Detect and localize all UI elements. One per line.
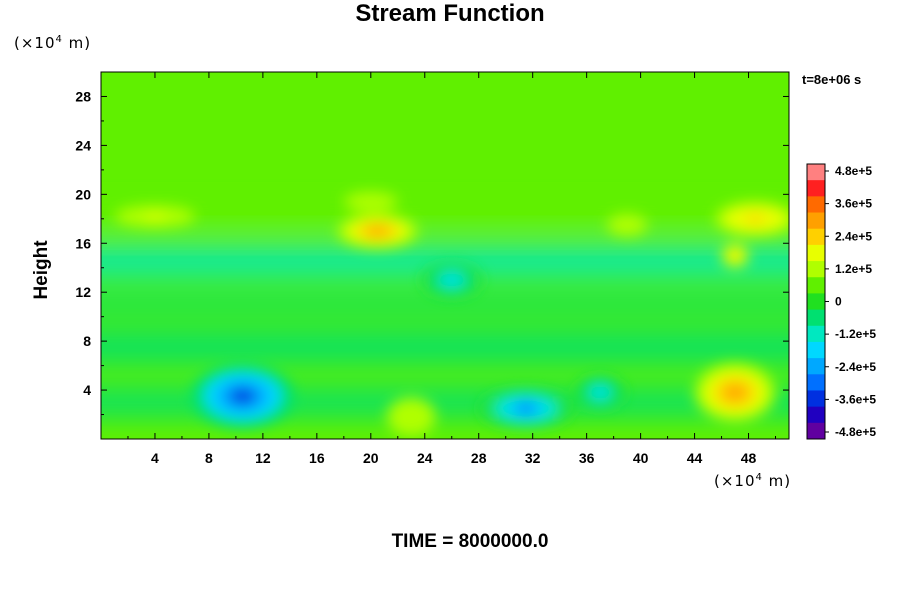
y-tick-label: 28 xyxy=(75,88,91,104)
colorbar-tick-label: -3.6e+5 xyxy=(835,392,876,406)
colorbar-swatch xyxy=(807,358,825,375)
time-readout: TIME = 8000000.0 xyxy=(391,531,549,552)
colorbar-swatch xyxy=(807,341,825,359)
colorbar-swatch xyxy=(807,309,825,327)
field-feature xyxy=(745,214,766,224)
y-tick-label: 4 xyxy=(83,382,91,398)
field-feature xyxy=(405,412,418,422)
x-tick-label: 32 xyxy=(525,450,541,466)
y-tick-label: 12 xyxy=(75,284,91,300)
colorbar-swatch xyxy=(807,261,825,278)
colorbar-swatch xyxy=(807,180,825,197)
y-tick-label: 20 xyxy=(75,186,91,202)
x-tick-label: 12 xyxy=(255,450,271,466)
colorbar-tick-label: -4.8e+5 xyxy=(835,425,876,439)
x-tick-label: 8 xyxy=(205,450,213,466)
x-tick-label: 44 xyxy=(687,450,703,466)
field-feature xyxy=(731,252,739,259)
colorbar-swatch xyxy=(807,390,825,408)
x-axis-unit: (×104 m) xyxy=(714,472,792,490)
field-band xyxy=(101,331,789,363)
colorbar-swatch xyxy=(807,293,825,311)
field-feature xyxy=(444,275,460,285)
field-feature xyxy=(622,222,633,228)
x-tick-label: 28 xyxy=(471,450,487,466)
x-tick-label: 40 xyxy=(633,450,649,466)
field-band xyxy=(101,295,789,314)
x-tick-label: 4 xyxy=(151,450,159,466)
colorbar-swatch xyxy=(807,406,825,424)
field-feature xyxy=(514,403,538,414)
colorbar-tick-label: 2.4e+5 xyxy=(835,229,872,243)
colorbar-swatch xyxy=(807,212,825,230)
colorbar-swatch xyxy=(807,422,825,440)
colorbar-tick-label: -2.4e+5 xyxy=(835,360,876,374)
colorbar-tick-label: 0 xyxy=(835,295,842,309)
colorbar-tick-label: 1.2e+5 xyxy=(835,262,872,276)
colorbar-swatch xyxy=(807,228,825,246)
field-layer xyxy=(101,72,789,439)
field-feature xyxy=(364,199,378,205)
x-tick-label: 24 xyxy=(417,450,433,466)
field-feature xyxy=(594,388,607,397)
colorbar-tick-label: 3.6e+5 xyxy=(835,197,872,211)
colorbar-swatch xyxy=(807,196,825,214)
chart-title: Stream Function xyxy=(355,0,545,27)
field-feature xyxy=(724,385,746,400)
colorbar-swatch xyxy=(807,277,825,294)
y-axis-unit: (×104 m) xyxy=(14,34,92,52)
field-feature xyxy=(367,226,388,236)
y-tick-label: 24 xyxy=(75,137,91,153)
colorbar-swatch xyxy=(807,374,825,391)
colorbar-tick-label: 4.8e+5 xyxy=(835,164,872,178)
x-tick-label: 48 xyxy=(741,450,757,466)
field-feature xyxy=(144,213,166,220)
colorbar: 4.8e+5 3.6e+5 2.4e+5 1.2e+5 0 -1.2e+5 -2.4e+5 -… xyxy=(806,163,876,440)
colorbar-swatch xyxy=(807,244,825,262)
y-tick-label: 8 xyxy=(83,333,91,349)
x-tick-label: 36 xyxy=(579,450,595,466)
time-stamp: t=8e+06 s xyxy=(802,72,862,87)
x-tick-label: 20 xyxy=(363,450,379,466)
field-features xyxy=(114,191,789,437)
colorbar-tick-label: -1.2e+5 xyxy=(835,327,876,341)
y-tick-label: 16 xyxy=(75,235,91,251)
plot-frame xyxy=(100,71,790,440)
colorbar-swatch xyxy=(807,325,825,343)
field-feature xyxy=(229,388,256,405)
colorbar-swatch xyxy=(807,164,825,181)
x-tick-label: 16 xyxy=(309,450,325,466)
field-bands xyxy=(101,209,789,416)
